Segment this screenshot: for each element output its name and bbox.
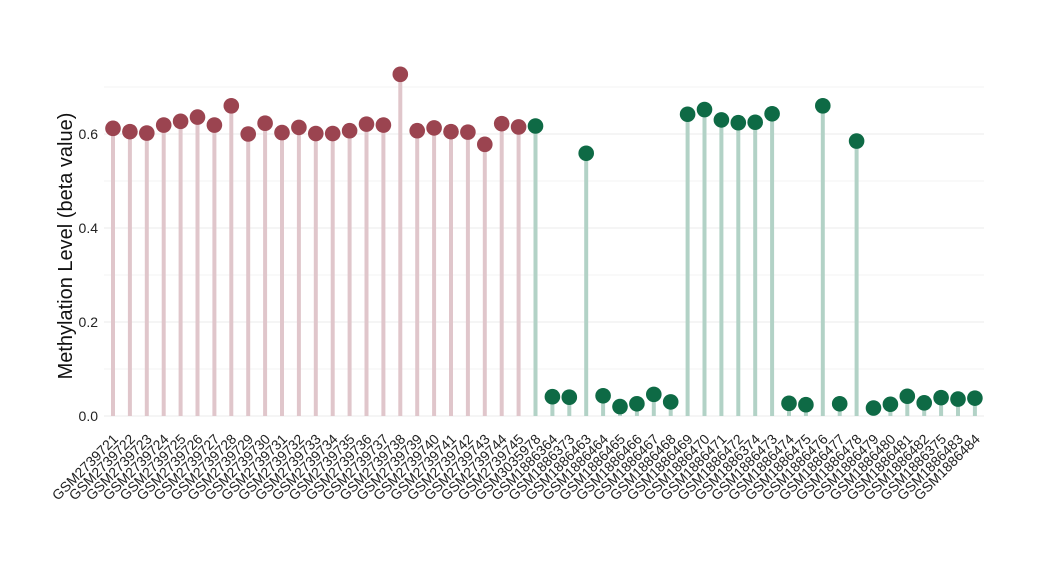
data-point — [240, 126, 256, 142]
data-point — [105, 120, 121, 137]
y-axis-ticks: 0.0 0.2 0.4 0.6 — [79, 126, 99, 424]
data-point — [510, 119, 527, 135]
y-axis-label: Methylation Level (beta value) — [55, 113, 77, 380]
points — [105, 66, 983, 416]
data-point — [274, 124, 290, 141]
data-point — [848, 133, 865, 149]
data-point — [172, 113, 189, 130]
x-axis-ticks: GSM2739721GSM2739722GSM2739723GSM2739724… — [49, 431, 983, 504]
data-point — [392, 66, 409, 83]
data-point — [358, 116, 375, 132]
data-point — [899, 388, 916, 405]
y-tick-label: 0.6 — [79, 126, 99, 142]
data-point — [815, 98, 831, 114]
data-point — [595, 387, 611, 404]
stems — [111, 74, 977, 416]
data-point — [781, 395, 797, 412]
data-point — [291, 119, 307, 136]
data-point — [324, 125, 341, 142]
data-point — [189, 109, 206, 125]
data-point — [933, 389, 949, 406]
data-point — [122, 123, 138, 140]
data-point — [578, 145, 594, 162]
data-point — [798, 396, 814, 413]
data-point — [662, 394, 679, 410]
y-tick-label: 0.2 — [79, 314, 99, 330]
data-point — [308, 125, 324, 142]
data-point — [561, 389, 578, 406]
data-point — [409, 122, 426, 139]
data-point — [460, 124, 476, 140]
y-tick-label: 0.4 — [79, 220, 99, 236]
data-point — [916, 395, 932, 411]
y-tick-label: 0.0 — [79, 408, 99, 424]
data-point — [375, 117, 392, 133]
data-point — [426, 120, 442, 136]
data-point — [646, 386, 662, 403]
data-point — [679, 106, 696, 123]
data-point — [443, 123, 459, 140]
data-point — [865, 400, 882, 416]
data-point — [730, 114, 747, 131]
data-point — [257, 115, 273, 131]
data-point — [527, 118, 544, 134]
data-point — [139, 125, 155, 141]
data-point — [612, 398, 628, 415]
data-point — [713, 112, 730, 128]
data-point — [764, 105, 780, 122]
data-point — [629, 395, 645, 412]
data-point — [223, 98, 240, 114]
data-point — [341, 122, 358, 139]
data-point — [831, 395, 848, 412]
data-point — [967, 390, 983, 406]
data-point — [544, 388, 561, 405]
data-point — [882, 396, 899, 413]
data-point — [696, 101, 713, 118]
data-point — [493, 115, 510, 132]
data-point — [747, 114, 763, 131]
data-point — [477, 136, 493, 153]
data-point — [206, 117, 223, 133]
data-point — [950, 391, 966, 407]
data-point — [155, 117, 172, 133]
